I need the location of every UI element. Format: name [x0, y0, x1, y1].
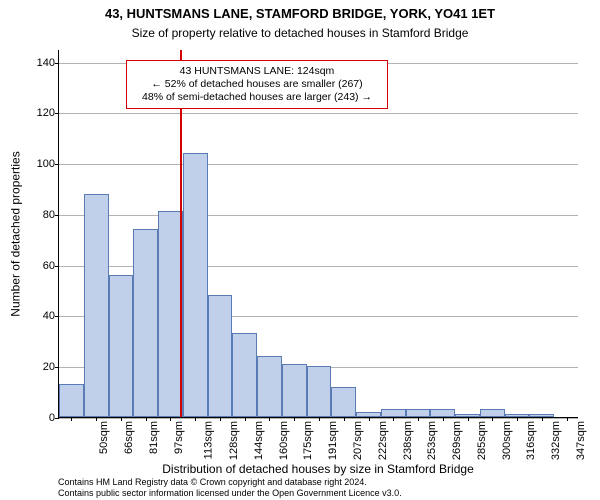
xtick-mark: [443, 417, 444, 421]
ytick-label: 100: [37, 158, 55, 170]
ytick-mark: [55, 266, 59, 267]
xtick-mark: [468, 417, 469, 421]
xtick-mark: [294, 417, 295, 421]
histogram-bar: [232, 333, 257, 417]
ytick-label: 80: [43, 209, 55, 221]
ytick-label: 0: [49, 412, 55, 424]
ytick-mark: [55, 418, 59, 419]
xtick-label: 81sqm: [148, 421, 160, 454]
xtick-mark: [418, 417, 419, 421]
y-axis-label-text: Number of detached properties: [9, 151, 23, 316]
y-axis-label: Number of detached properties: [8, 50, 24, 418]
xtick-label: 128sqm: [228, 421, 240, 460]
credits: Contains HM Land Registry data © Crown c…: [58, 477, 578, 498]
chart-subtitle: Size of property relative to detached ho…: [0, 26, 600, 40]
histogram-bar: [331, 387, 356, 417]
ytick-mark: [55, 113, 59, 114]
xtick-label: 316sqm: [525, 421, 537, 460]
histogram-bar: [109, 275, 134, 417]
gridline: [59, 113, 578, 114]
xtick-label: 253sqm: [426, 421, 438, 460]
xtick-mark: [542, 417, 543, 421]
ytick-label: 60: [43, 260, 55, 272]
ytick-label: 40: [43, 310, 55, 322]
xtick-mark: [220, 417, 221, 421]
histogram-bar: [406, 409, 431, 417]
ytick-label: 120: [37, 107, 55, 119]
xtick-label: 144sqm: [253, 421, 265, 460]
xtick-mark: [369, 417, 370, 421]
ytick-label: 140: [37, 57, 55, 69]
histogram-bar: [84, 194, 109, 417]
xtick-label: 347sqm: [575, 421, 587, 460]
xtick-mark: [269, 417, 270, 421]
xtick-label: 207sqm: [352, 421, 364, 460]
xtick-mark: [195, 417, 196, 421]
credits-line-2: Contains public sector information licen…: [58, 488, 578, 498]
xtick-mark: [170, 417, 171, 421]
xtick-label: 175sqm: [303, 421, 315, 460]
gridline: [59, 164, 578, 165]
xtick-mark: [492, 417, 493, 421]
xtick-mark: [319, 417, 320, 421]
credits-line-1: Contains HM Land Registry data © Crown c…: [58, 477, 578, 487]
xtick-label: 269sqm: [451, 421, 463, 460]
ytick-mark: [55, 164, 59, 165]
chart-title: 43, HUNTSMANS LANE, STAMFORD BRIDGE, YOR…: [0, 6, 600, 21]
histogram-bar: [480, 409, 505, 417]
xtick-label: 50sqm: [98, 421, 110, 454]
histogram-bar: [257, 356, 282, 417]
x-axis-label: Distribution of detached houses by size …: [58, 462, 578, 476]
xtick-mark: [567, 417, 568, 421]
annotation-line: ← 52% of detached houses are smaller (26…: [131, 78, 383, 91]
xtick-mark: [96, 417, 97, 421]
ytick-mark: [55, 316, 59, 317]
histogram-bar: [133, 229, 158, 417]
xtick-label: 238sqm: [402, 421, 414, 460]
histogram-bar: [183, 153, 208, 417]
xtick-label: 285sqm: [476, 421, 488, 460]
xtick-label: 332sqm: [550, 421, 562, 460]
xtick-mark: [393, 417, 394, 421]
ytick-mark: [55, 215, 59, 216]
annotation-line: 43 HUNTSMANS LANE: 124sqm: [131, 65, 383, 78]
xtick-label: 191sqm: [327, 421, 339, 460]
xtick-mark: [344, 417, 345, 421]
xtick-mark: [146, 417, 147, 421]
xtick-mark: [517, 417, 518, 421]
xtick-mark: [71, 417, 72, 421]
annotation-box: 43 HUNTSMANS LANE: 124sqm← 52% of detach…: [126, 60, 388, 109]
annotation-line: 48% of semi-detached houses are larger (…: [131, 91, 383, 104]
xtick-label: 113sqm: [203, 421, 215, 459]
xtick-label: 160sqm: [278, 421, 290, 460]
gridline: [59, 215, 578, 216]
xtick-mark: [121, 417, 122, 421]
xtick-label: 66sqm: [123, 421, 135, 454]
ytick-mark: [55, 63, 59, 64]
plot-area: 02040608010012014050sqm66sqm81sqm97sqm11…: [58, 50, 578, 418]
xtick-label: 97sqm: [173, 421, 185, 454]
histogram-bar: [282, 364, 307, 417]
histogram-bar: [59, 384, 84, 417]
histogram-bar: [307, 366, 332, 417]
xtick-label: 222sqm: [377, 421, 389, 460]
histogram-bar: [208, 295, 233, 417]
chart-container: { "title": "43, HUNTSMANS LANE, STAMFORD…: [0, 0, 600, 500]
histogram-bar: [381, 409, 406, 417]
ytick-mark: [55, 367, 59, 368]
xtick-label: 300sqm: [501, 421, 513, 460]
histogram-bar: [430, 409, 455, 417]
ytick-label: 20: [43, 361, 55, 373]
xtick-mark: [245, 417, 246, 421]
